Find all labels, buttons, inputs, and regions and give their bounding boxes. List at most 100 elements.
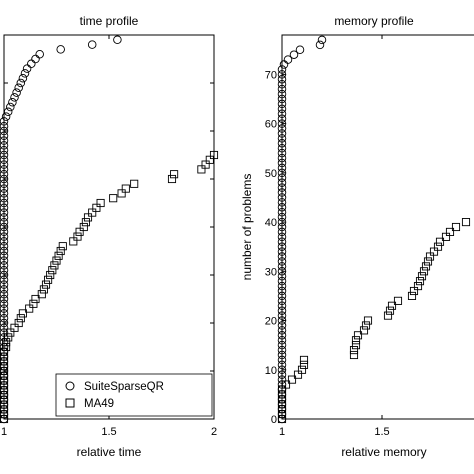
suitesparseqr-point (10, 93, 19, 102)
ma49-point (54, 251, 63, 260)
suitesparseqr-point (279, 60, 289, 69)
suitesparseqr-point (6, 102, 15, 112)
ma49-point (0, 347, 9, 356)
suitesparseqr-point (0, 241, 9, 251)
suitesparseqr-point (277, 94, 287, 104)
suitesparseqr-point (277, 188, 287, 197)
suitesparseqr-point (0, 184, 9, 193)
suitesparseqr-point (277, 129, 287, 138)
suitesparseqr-point (277, 143, 287, 153)
suitesparseqr-point (277, 281, 287, 291)
ma49-point (361, 321, 371, 330)
ma49-point (0, 395, 9, 404)
suitesparseqr-point (277, 335, 287, 345)
y-tick-label: 10 (265, 365, 277, 377)
suitesparseqr-point (8, 97, 17, 107)
suitesparseqr-point (277, 252, 287, 261)
legend-entry-suitesparseqr: SuiteSparseQR (84, 381, 164, 393)
suitesparseqr-point (0, 145, 9, 155)
suitesparseqr-point (277, 257, 287, 266)
ma49-point (197, 165, 206, 174)
memory-profile-marks (277, 35, 471, 424)
suitesparseqr-point (87, 40, 97, 49)
ma49-point (461, 218, 471, 227)
ma49-point (0, 362, 9, 371)
suitesparseqr-point (0, 150, 9, 160)
suitesparseqr-point (16, 78, 26, 88)
ma49-point (39, 285, 48, 294)
ma49-point (281, 380, 291, 389)
ma49-point (167, 174, 177, 184)
ma49-point (130, 179, 139, 188)
ma49-point (0, 352, 9, 361)
suitesparseqr-point (0, 160, 9, 169)
suitesparseqr-point (0, 193, 9, 203)
suitesparseqr-point (277, 124, 287, 133)
suitesparseqr-point (0, 318, 9, 328)
suitesparseqr-point (0, 294, 9, 304)
ma49-point (349, 346, 359, 355)
ma49-point (121, 184, 130, 193)
ma49-point (0, 400, 9, 409)
ma49-point (385, 306, 395, 315)
suitesparseqr-point (277, 104, 287, 114)
ma49-point (393, 296, 403, 305)
ma49-point (0, 410, 9, 419)
suitesparseqr-point (277, 84, 287, 94)
ma49-point (433, 242, 443, 251)
memory-profile-xlabel: relative memory (341, 445, 426, 459)
ma49-point (18, 309, 27, 318)
suitesparseqr-point (0, 304, 9, 313)
ma49-point (299, 355, 309, 364)
ma49-point (201, 160, 210, 169)
suitesparseqr-point (3, 107, 13, 117)
suitesparseqr-point (0, 155, 9, 165)
ma49-point (0, 366, 9, 376)
suitesparseqr-point (277, 355, 287, 365)
ma49-point (407, 291, 417, 300)
suitesparseqr-point (0, 328, 9, 337)
y-tick-label: 40 (265, 217, 277, 229)
suitesparseqr-point (277, 242, 287, 251)
suitesparseqr-point (0, 198, 9, 208)
ma49-point (0, 371, 9, 380)
suitesparseqr-point (277, 222, 287, 232)
ma49-point (58, 242, 67, 251)
ma49-point (0, 357, 9, 366)
ma49-point (363, 316, 373, 325)
suitesparseqr-point (277, 306, 287, 315)
suitesparseqr-point (0, 237, 9, 246)
ma49-point (205, 155, 214, 164)
suitesparseqr-point (0, 217, 9, 227)
suitesparseqr-point (0, 256, 9, 265)
ma49-point (421, 262, 431, 271)
suitesparseqr-point (277, 232, 287, 242)
suitesparseqr-point (1, 112, 11, 121)
suitesparseqr-point (277, 70, 287, 79)
ma49-point (44, 275, 53, 284)
x-tick-label: 1.5 (374, 426, 389, 438)
suitesparseqr-point (277, 350, 287, 360)
suitesparseqr-point (277, 178, 287, 187)
ma49-point (2, 342, 11, 352)
memory-profile-ylabel: number of problems (240, 174, 254, 281)
ma49-point (413, 282, 423, 291)
ma49-point (277, 414, 287, 424)
suitesparseqr-point (277, 198, 287, 207)
suitesparseqr-point (277, 262, 287, 271)
suitesparseqr-point (0, 189, 9, 198)
suitesparseqr-point (277, 227, 287, 237)
suitesparseqr-point (277, 193, 287, 202)
ma49-point (445, 227, 455, 236)
y-tick-label: 0 (271, 414, 277, 426)
suitesparseqr-point (0, 131, 9, 141)
suitesparseqr-point (277, 65, 287, 74)
suitesparseqr-point (277, 99, 287, 109)
suitesparseqr-point (113, 35, 122, 45)
suitesparseqr-point (0, 333, 9, 342)
ma49-point (117, 189, 126, 198)
suitesparseqr-point (277, 153, 287, 163)
legend-entry-ma49: MA49 (84, 398, 114, 410)
ma49-point (0, 405, 9, 414)
y-tick-label: 50 (265, 168, 277, 180)
